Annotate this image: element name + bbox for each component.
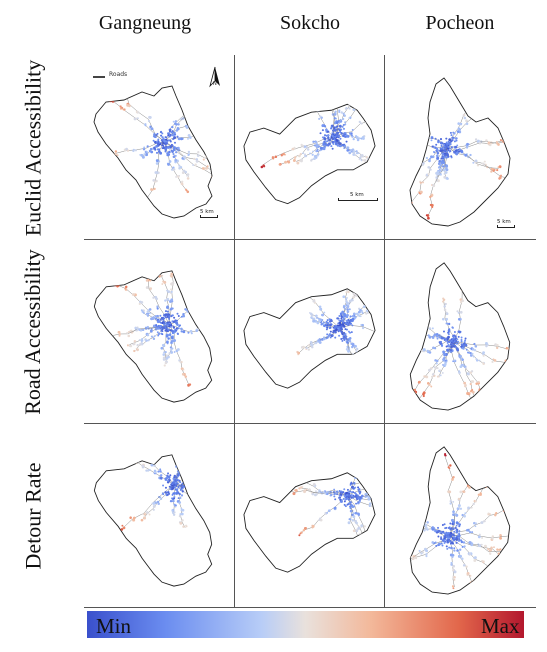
north-arrow-label: N <box>213 81 217 87</box>
scale-label-gangneung: 5 km <box>200 209 214 215</box>
map-sokcho-euclid <box>236 56 383 238</box>
colorbar-min-label: Min <box>96 614 132 638</box>
column-title-pocheon: Pocheon <box>425 12 495 34</box>
north-arrow-icon <box>206 66 224 90</box>
road-legend-label: Roads <box>109 71 128 78</box>
road-legend-swatch <box>93 76 105 78</box>
grid-line-horizontal-1 <box>84 239 536 240</box>
grid-line-horizontal-2 <box>84 423 536 424</box>
row-title-road-accessibility: Road Accessibility <box>20 249 45 415</box>
map-legend: Roads <box>90 71 134 82</box>
map-sokcho-detour <box>236 425 383 606</box>
colorbar-max-label: Max <box>481 614 520 638</box>
row-title-euclid-accessibility: Euclid Accessibility <box>20 59 45 237</box>
grid-line-horizontal-3 <box>84 607 536 608</box>
scale-bar-gangneung: 5 km <box>200 209 218 218</box>
map-pocheon-road <box>386 241 534 422</box>
map-gangneung-detour <box>84 425 232 606</box>
map-sokcho-road <box>236 241 383 422</box>
map-gangneung-road <box>84 241 232 422</box>
map-pocheon-detour <box>386 425 534 606</box>
scale-label-pocheon: 5 km <box>497 219 511 225</box>
map-gangneung-euclid <box>84 56 232 238</box>
row-title-detour-rate: Detour Rate <box>20 462 45 570</box>
grid-line-vertical-1 <box>234 55 235 608</box>
column-title-sokcho: Sokcho <box>280 12 340 34</box>
column-title-gangneung: Gangneung <box>98 12 192 34</box>
scale-bar-sokcho: 5 km <box>338 192 378 201</box>
map-pocheon-euclid <box>386 56 534 238</box>
scale-label-sokcho: 5 km <box>350 192 364 198</box>
scale-bar-pocheon: 5 km <box>497 219 515 228</box>
colorbar <box>87 611 524 638</box>
grid-line-vertical-2 <box>384 55 385 608</box>
